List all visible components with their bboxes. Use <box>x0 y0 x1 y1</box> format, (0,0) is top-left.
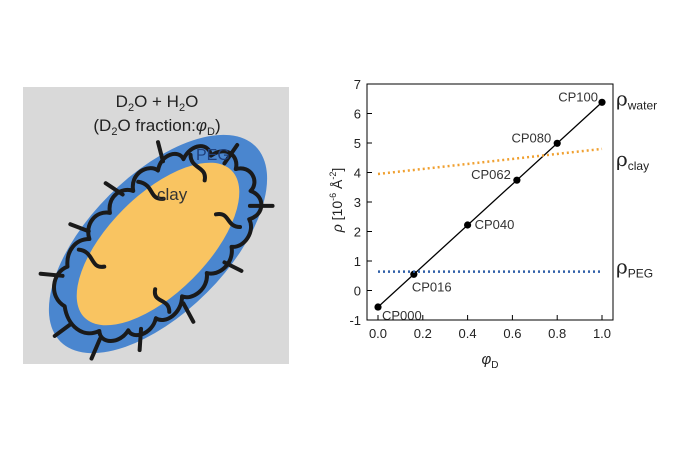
x-tick-label: 1.0 <box>593 326 611 341</box>
polymer-chains <box>38 140 275 361</box>
x-tick-label: 0.8 <box>548 326 566 341</box>
y-tick-label: 0 <box>354 284 361 299</box>
data-point <box>513 176 521 184</box>
fraction-label: (D2O fraction:φD) <box>93 116 220 138</box>
y-tick-label: 6 <box>354 107 361 122</box>
clay-core <box>76 162 240 326</box>
rho-water-label: ρwater <box>616 86 657 112</box>
point-label: CP016 <box>412 279 452 294</box>
y-tick-label: 7 <box>354 77 361 92</box>
y-tick-label: 2 <box>354 225 361 240</box>
y-tick-label: -1 <box>349 313 361 328</box>
y-tick-label: 3 <box>354 195 361 210</box>
point-label: CP100 <box>558 89 598 104</box>
x-axis-label: φD <box>481 351 498 371</box>
plot-frame <box>366 83 614 321</box>
data-point <box>598 98 606 106</box>
x-tick-label: 0.0 <box>369 326 387 341</box>
data-point <box>553 139 561 147</box>
rho-clay-label: ρclay <box>616 147 649 173</box>
y-axis-label: ρ [10-6 Å-2] <box>328 168 345 234</box>
data-point <box>374 303 382 311</box>
x-tick-label: 0.2 <box>414 326 432 341</box>
point-label: CP000 <box>382 308 422 323</box>
y-tick-label: 1 <box>354 254 361 269</box>
x-tick-label: 0.6 <box>503 326 521 341</box>
y-tick-label: 4 <box>354 166 361 181</box>
shell-label: PEG <box>196 147 230 164</box>
core-label: clay <box>157 185 188 204</box>
data-point <box>464 221 472 229</box>
rho-PEG-label: ρPEG <box>616 254 653 280</box>
point-label: CP080 <box>511 130 551 145</box>
point-label: CP062 <box>471 167 511 182</box>
point-label: CP040 <box>475 217 515 232</box>
data-point <box>410 270 418 278</box>
y-tick-label: 5 <box>354 136 361 151</box>
solvent-label: D2O + H2O <box>116 92 199 114</box>
x-tick-label: 0.4 <box>459 326 477 341</box>
